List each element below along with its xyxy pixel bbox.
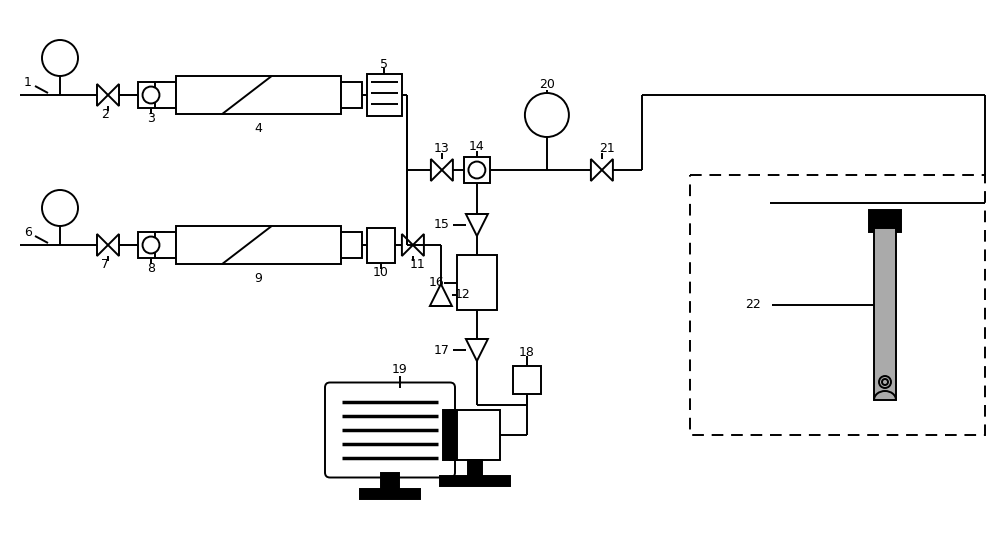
Bar bbox=[450, 410, 500, 460]
Bar bbox=[138, 82, 164, 108]
Bar bbox=[690, 175, 985, 435]
Bar bbox=[176, 226, 341, 264]
Text: 13: 13 bbox=[434, 142, 450, 155]
Text: 2: 2 bbox=[101, 108, 109, 122]
Bar bbox=[869, 210, 901, 232]
Bar bbox=[440, 476, 510, 486]
Text: 20: 20 bbox=[539, 79, 555, 92]
Bar bbox=[341, 81, 362, 108]
Bar bbox=[381, 473, 399, 488]
Bar bbox=[155, 81, 176, 108]
Text: 10: 10 bbox=[373, 266, 389, 279]
Text: 16: 16 bbox=[429, 276, 445, 289]
Text: 19: 19 bbox=[392, 363, 408, 376]
Circle shape bbox=[525, 93, 569, 137]
Bar bbox=[155, 232, 176, 258]
Text: 17: 17 bbox=[434, 344, 450, 357]
Bar bbox=[138, 232, 164, 258]
Text: 8: 8 bbox=[147, 262, 155, 276]
Text: 14: 14 bbox=[469, 140, 485, 152]
Bar bbox=[457, 255, 497, 310]
Circle shape bbox=[143, 86, 159, 103]
Bar bbox=[176, 76, 341, 114]
Bar bbox=[513, 366, 541, 394]
Circle shape bbox=[42, 40, 78, 76]
Text: 22: 22 bbox=[745, 299, 761, 311]
Bar bbox=[468, 460, 482, 476]
Circle shape bbox=[143, 237, 159, 253]
Text: 6: 6 bbox=[24, 227, 32, 239]
Circle shape bbox=[468, 162, 485, 179]
Bar bbox=[874, 228, 896, 400]
Bar bbox=[341, 232, 362, 258]
Text: 9: 9 bbox=[255, 272, 262, 285]
Text: 15: 15 bbox=[434, 219, 450, 232]
Text: 7: 7 bbox=[101, 258, 109, 272]
Text: 12: 12 bbox=[455, 288, 471, 301]
Bar bbox=[367, 74, 402, 116]
Text: 3: 3 bbox=[147, 113, 155, 126]
Text: 11: 11 bbox=[410, 258, 426, 272]
Circle shape bbox=[42, 190, 78, 226]
FancyBboxPatch shape bbox=[325, 382, 455, 478]
Bar bbox=[367, 228, 395, 262]
Text: 4: 4 bbox=[255, 122, 262, 134]
Text: 1: 1 bbox=[24, 76, 32, 89]
Bar bbox=[443, 410, 457, 460]
Bar bbox=[360, 488, 420, 498]
Text: 5: 5 bbox=[380, 57, 388, 70]
Text: 18: 18 bbox=[519, 345, 535, 358]
Bar bbox=[464, 157, 490, 183]
Text: 21: 21 bbox=[599, 142, 615, 155]
